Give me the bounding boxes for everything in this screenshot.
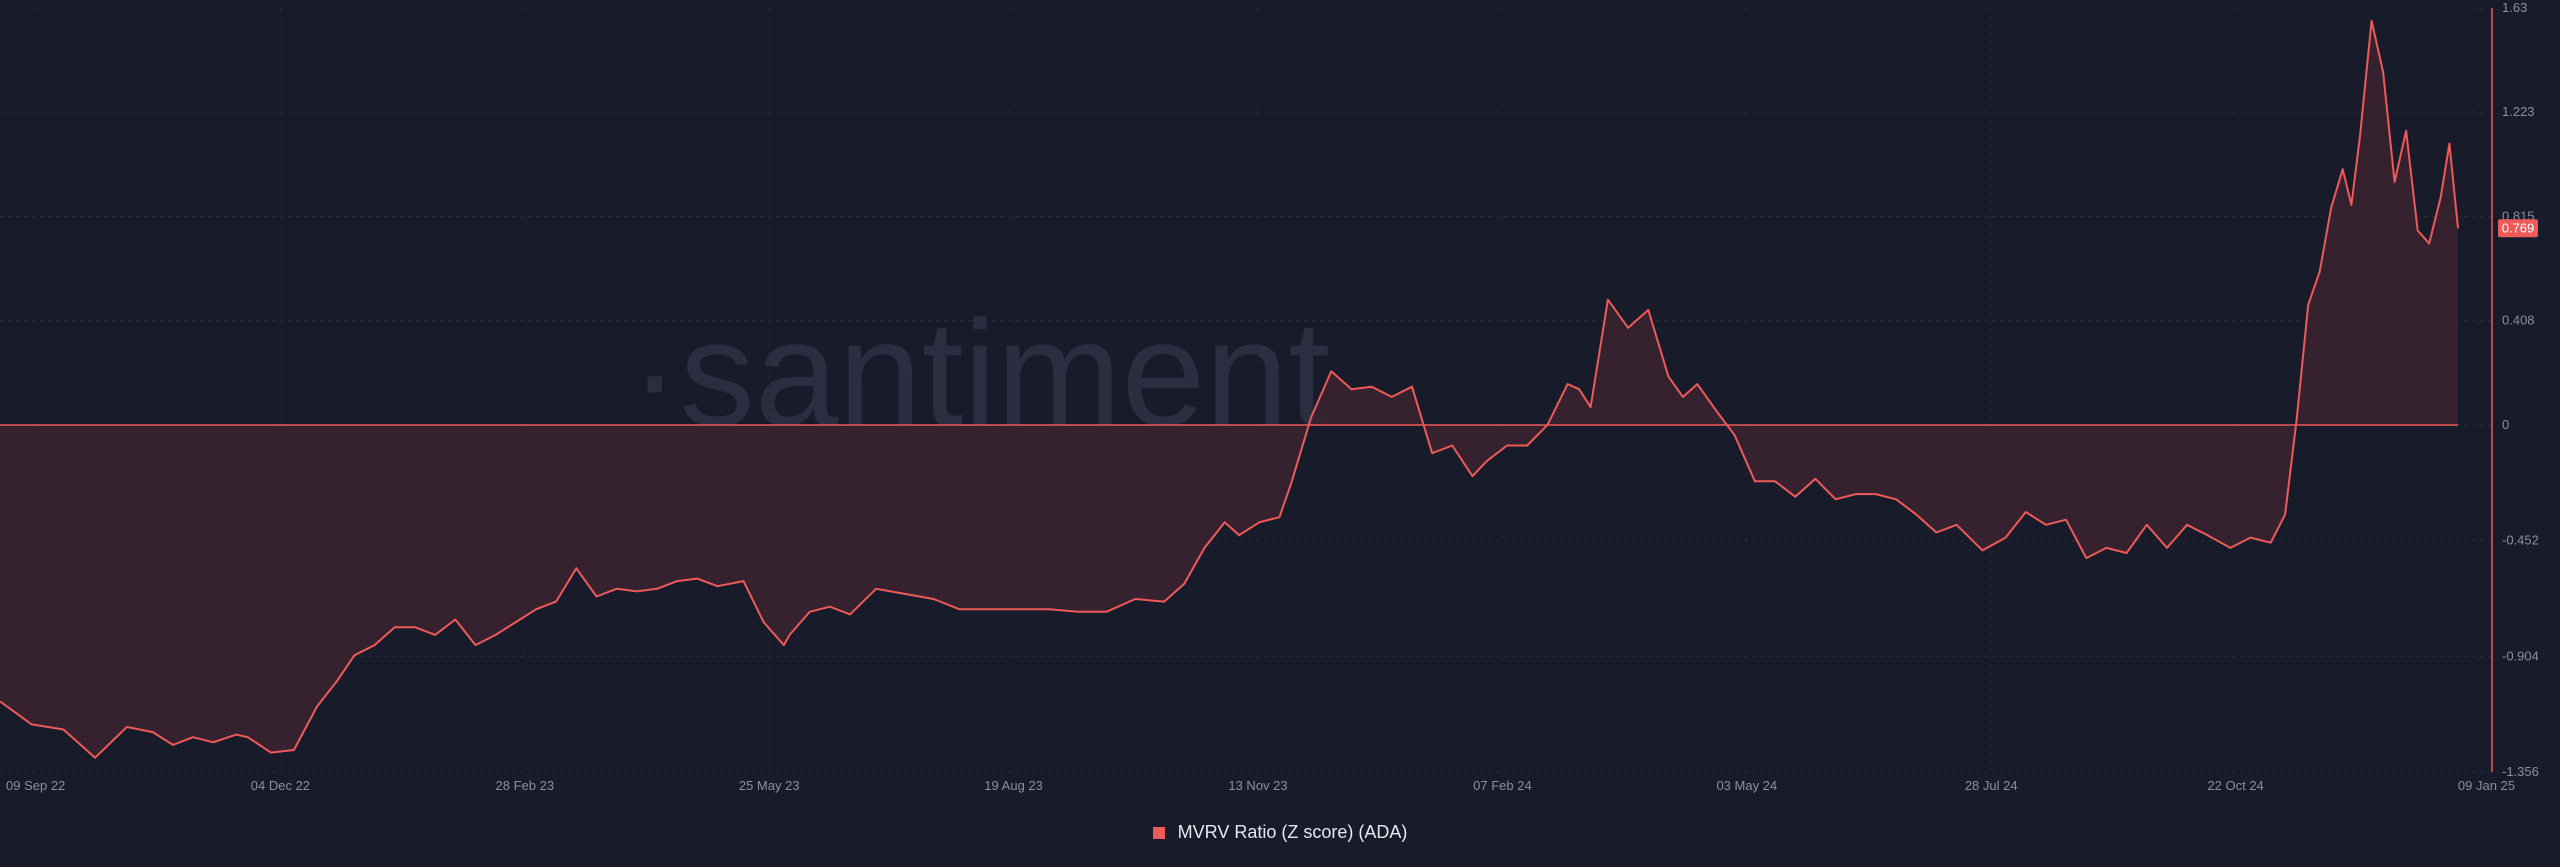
y-tick-label: -1.356 xyxy=(2502,764,2539,779)
y-tick-label: 1.63 xyxy=(2502,0,2527,15)
current-value-label: 0.769 xyxy=(2502,220,2535,235)
x-tick-label: 09 Sep 22 xyxy=(6,778,65,793)
mvrv-area-fill xyxy=(0,20,2458,758)
current-value-badge: 0.769 xyxy=(2498,219,2538,238)
x-tick-label: 25 May 23 xyxy=(739,778,800,793)
y-tick-label: 0 xyxy=(2502,417,2509,432)
x-tick-label: 09 Jan 25 xyxy=(2458,778,2515,793)
x-tick-label: 07 Feb 24 xyxy=(1473,778,1532,793)
x-tick-label: 22 Oct 24 xyxy=(2207,778,2263,793)
x-tick-label: 04 Dec 22 xyxy=(251,778,310,793)
mvrv-series-line xyxy=(0,19,2459,759)
x-tick-label: 28 Jul 24 xyxy=(1965,778,2018,793)
x-tick-label: 28 Feb 23 xyxy=(496,778,555,793)
legend-swatch xyxy=(1152,827,1165,839)
x-tick-label: 19 Aug 23 xyxy=(984,778,1043,793)
y-tick-label: 1.223 xyxy=(2502,104,2535,119)
x-tick-label: 13 Nov 23 xyxy=(1228,778,1287,793)
x-tick-label: 03 May 24 xyxy=(1716,778,1777,793)
current-value-badge-bg xyxy=(2498,219,2538,238)
legend: MVRV Ratio (Z score) (ADA) xyxy=(0,822,2560,843)
y-tick-label: -0.452 xyxy=(2502,533,2539,548)
y-tick-label: 0.408 xyxy=(2502,313,2535,328)
y-tick-label: -0.904 xyxy=(2502,648,2539,663)
x-axis-ticks: 09 Sep 22 04 Dec 22 28 Feb 23 25 May 23 19 A… xyxy=(6,778,2515,793)
legend-label: MVRV Ratio (Z score) (ADA) xyxy=(1177,822,1408,842)
